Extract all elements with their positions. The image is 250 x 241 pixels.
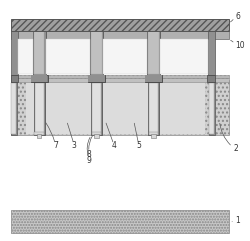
Bar [148, 31, 159, 74]
Bar [11, 210, 230, 233]
Bar [37, 134, 42, 138]
Bar [11, 82, 17, 135]
Bar [11, 31, 18, 75]
Bar [91, 82, 102, 135]
Bar [11, 19, 230, 31]
Text: 8: 8 [86, 150, 91, 159]
Bar [11, 75, 230, 78]
Bar [12, 83, 16, 134]
Bar [34, 31, 44, 74]
Bar [160, 39, 208, 74]
Text: 9: 9 [86, 155, 92, 165]
Bar [11, 31, 230, 39]
Bar [34, 133, 44, 135]
Bar [103, 39, 147, 74]
Text: 7: 7 [53, 141, 58, 150]
Bar [90, 31, 103, 75]
Bar [88, 75, 104, 82]
Text: 4: 4 [112, 141, 116, 150]
Text: 2: 2 [233, 144, 238, 153]
Bar [46, 39, 90, 74]
Bar [11, 80, 230, 135]
Text: 1: 1 [236, 216, 240, 225]
Bar [33, 31, 46, 75]
Bar [92, 133, 101, 135]
Bar [207, 75, 215, 82]
Bar [34, 82, 45, 135]
Bar [146, 75, 162, 82]
Bar [92, 83, 101, 134]
Bar [147, 31, 160, 75]
Text: 5: 5 [136, 141, 141, 150]
Bar [209, 83, 214, 134]
Bar [151, 134, 156, 138]
Bar [149, 83, 158, 134]
Bar [209, 82, 215, 135]
Bar [88, 75, 105, 82]
Bar [31, 75, 48, 82]
Text: 10: 10 [236, 40, 245, 49]
Bar [145, 75, 162, 82]
Bar [35, 83, 43, 134]
Bar [94, 134, 99, 138]
Bar [149, 133, 158, 135]
Bar [11, 78, 230, 82]
Bar [26, 81, 204, 134]
Text: 6: 6 [236, 12, 240, 21]
Bar [91, 31, 102, 74]
Bar [148, 82, 159, 135]
Bar [11, 75, 18, 82]
Bar [18, 39, 33, 74]
Bar [208, 31, 215, 75]
Text: 3: 3 [72, 141, 76, 150]
Bar [30, 75, 48, 82]
